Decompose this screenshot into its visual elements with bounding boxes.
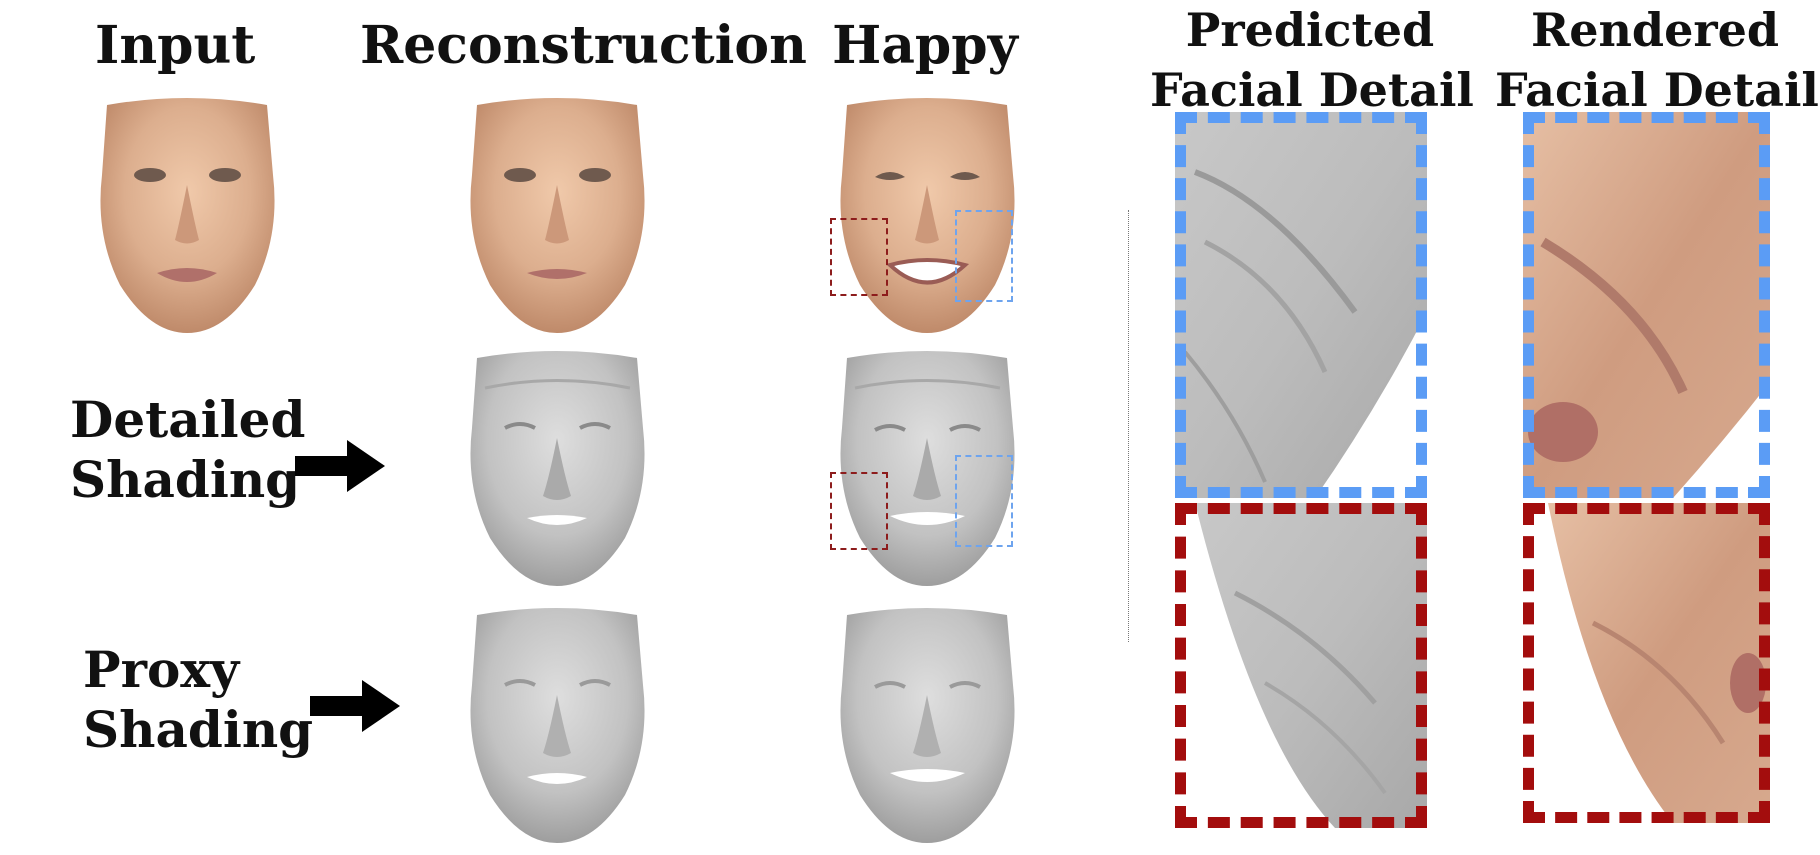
row-label-proxy-line2: Shading: [83, 700, 314, 759]
happy-detailed-shading-face: [840, 351, 1015, 586]
predicted-blue-frame: [1175, 112, 1427, 498]
rendered-red-frame: [1523, 503, 1770, 823]
reconstruction-proxy-shading-face: [470, 608, 645, 843]
input-face-image: [100, 98, 275, 333]
vertical-divider: [1128, 210, 1129, 642]
row-label-detailed-line1: Detailed: [70, 390, 306, 449]
happy-red-crop-box: [830, 218, 888, 296]
happy-face-image: [840, 98, 1015, 333]
row-label-detailed-line2: Shading: [70, 450, 301, 509]
happy-shading-red-crop-box: [830, 472, 888, 550]
predicted-red-frame: [1175, 503, 1427, 828]
predicted-detail-red-crop: [1175, 503, 1427, 828]
arrow-right-icon: [295, 440, 385, 492]
header-predicted-line1: Predicted: [1185, 3, 1435, 57]
rendered-detail-red-crop: [1523, 503, 1770, 823]
column-title-input: Input: [95, 15, 256, 76]
reconstruction-face-image: [470, 98, 645, 333]
reconstruction-detailed-shading-face: [470, 351, 645, 586]
column-title-happy: Happy: [832, 15, 1018, 76]
header-rendered-line1: Rendered: [1530, 3, 1780, 57]
arrow-right-icon: [310, 680, 400, 732]
happy-shading-blue-crop-box: [955, 455, 1013, 547]
happy-blue-crop-box: [955, 210, 1013, 302]
column-title-reconstruction: Reconstruction: [360, 15, 807, 76]
happy-proxy-shading-face: [840, 608, 1015, 843]
predicted-detail-blue-crop: [1175, 112, 1427, 498]
row-label-proxy-line1: Proxy: [83, 640, 240, 699]
rendered-blue-frame: [1523, 112, 1770, 498]
header-predicted-line2: Facial Detail: [1150, 63, 1474, 117]
rendered-detail-blue-crop: [1523, 112, 1770, 498]
header-rendered-line2: Facial Detail: [1495, 63, 1819, 117]
